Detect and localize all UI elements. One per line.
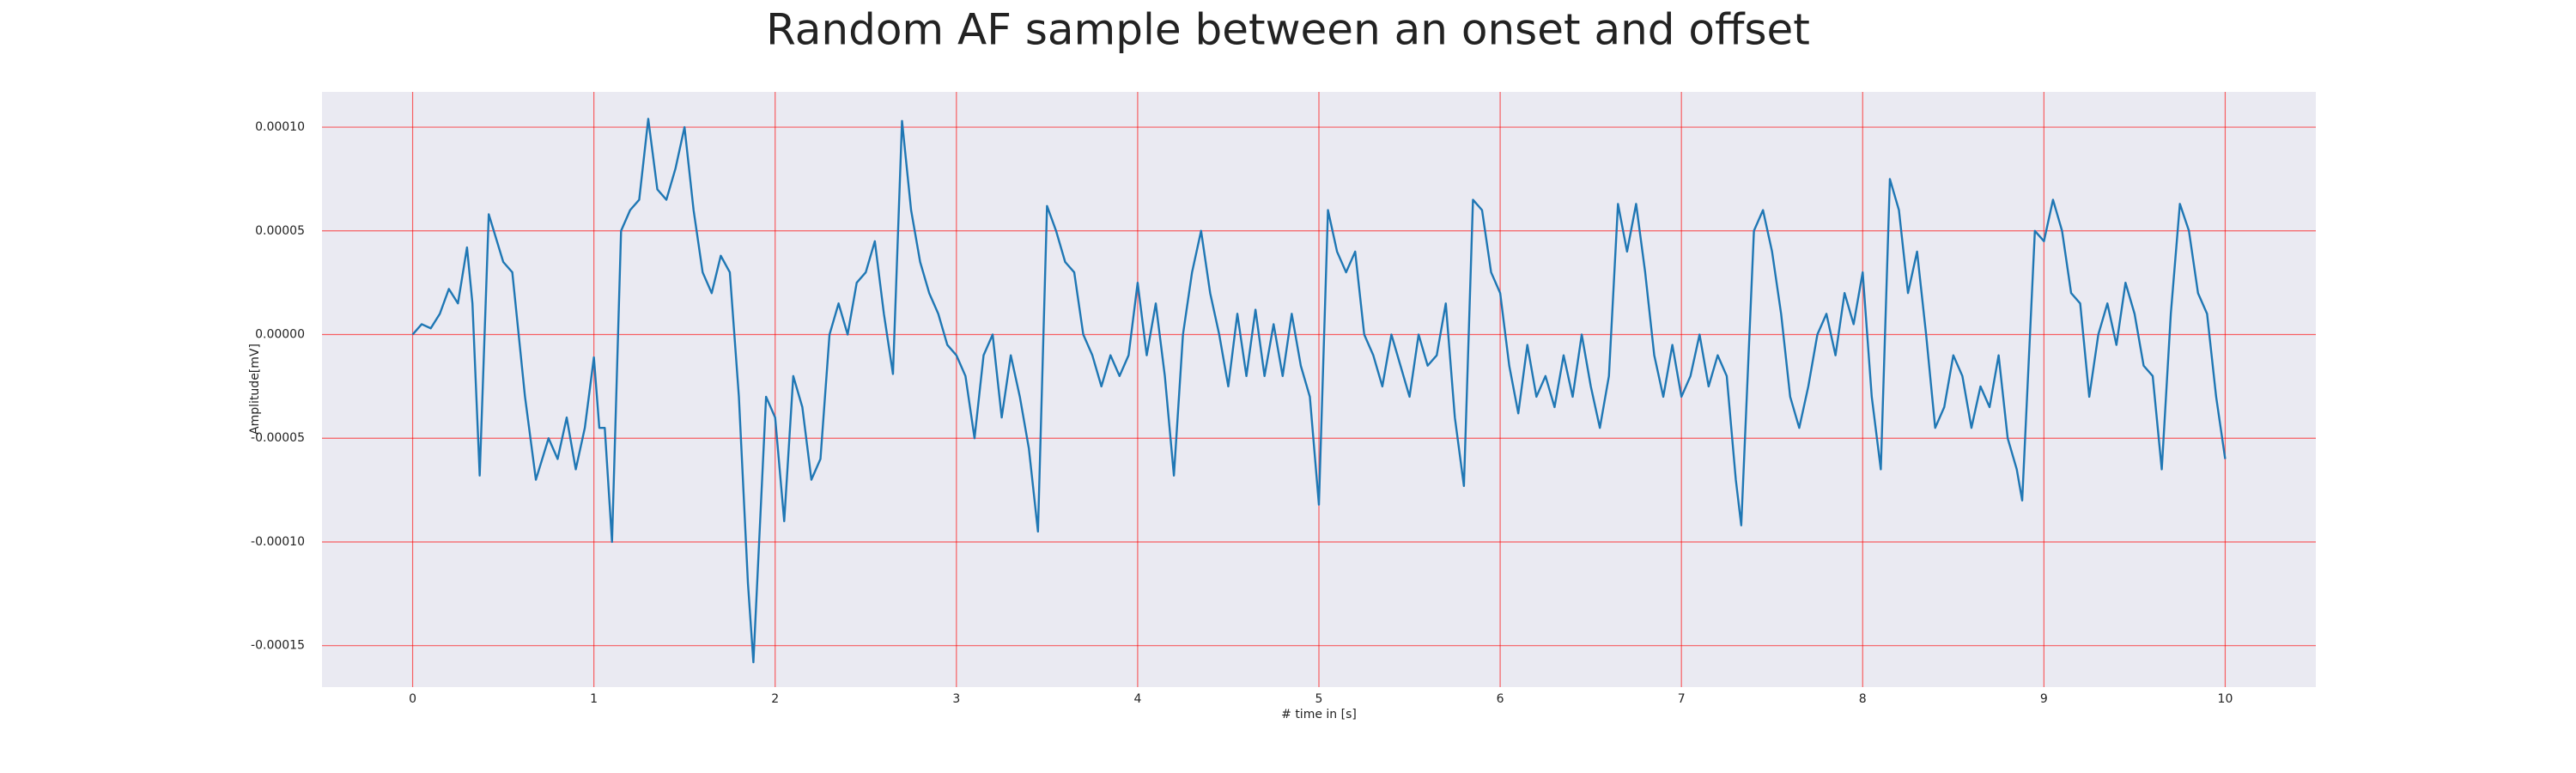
y-tick-label: -0.00015 — [251, 639, 305, 653]
y-tick-label: 0.00005 — [255, 224, 305, 238]
x-tick-label: 2 — [771, 692, 779, 706]
x-tick-label: 0 — [409, 692, 416, 706]
x-tick-label: 8 — [1859, 692, 1867, 706]
x-tick-label: 1 — [590, 692, 598, 706]
data-line — [411, 118, 2227, 664]
y-tick-label: -0.00005 — [251, 431, 305, 445]
x-tick-label: 7 — [1678, 692, 1686, 706]
x-axis-label: # time in [s] — [1281, 708, 1357, 721]
y-tick-label: 0.00010 — [255, 120, 305, 134]
y-tick-label: 0.00000 — [255, 328, 305, 342]
x-tick-label: 5 — [1315, 692, 1323, 706]
x-tick-label: 9 — [2040, 692, 2048, 706]
y-tick-label: -0.00010 — [251, 535, 305, 549]
chart-title: Random AF sample between an onset and of… — [766, 5, 1810, 55]
x-tick-label: 6 — [1497, 692, 1504, 706]
x-tick-label: 3 — [952, 692, 960, 706]
x-tick-label: 4 — [1133, 692, 1141, 706]
x-tick-label: 10 — [2218, 692, 2233, 706]
y-axis-label: Amplitude[mV] — [248, 344, 262, 435]
